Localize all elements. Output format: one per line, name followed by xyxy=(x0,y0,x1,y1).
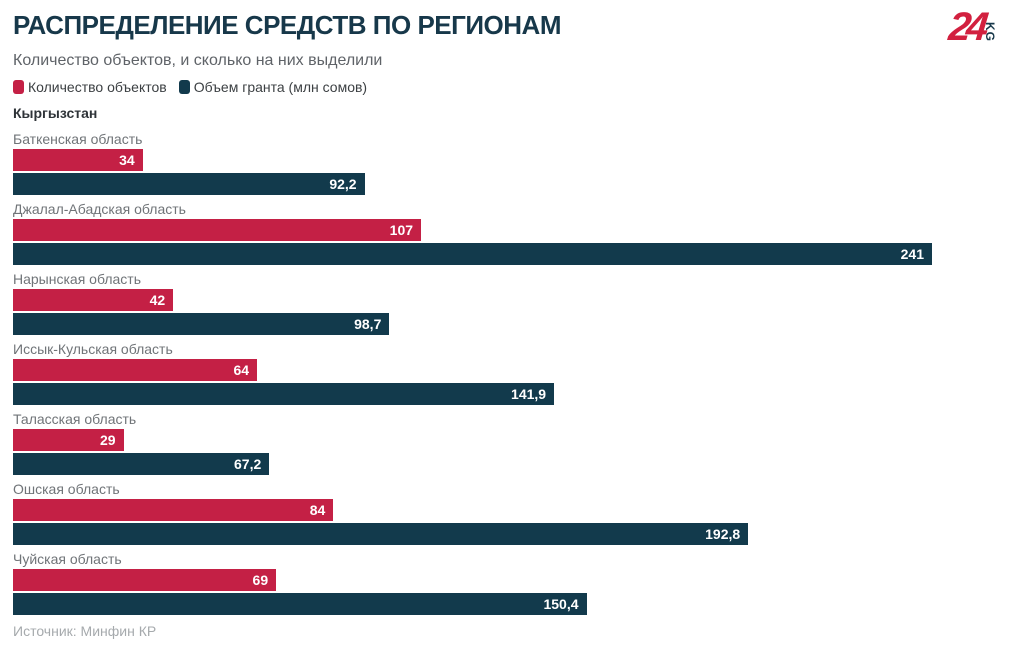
region-label: Чуйская область xyxy=(13,551,122,567)
grant-amount-bar: 192,8 xyxy=(13,523,749,545)
page-title: РАСПРЕДЕЛЕНИЕ СРЕДСТВ ПО РЕГИОНАМ xyxy=(13,10,561,40)
source-note: Источник: Минфин КР xyxy=(13,623,157,639)
objects-count-bar: 69 xyxy=(13,569,277,591)
region-label: Джалал-Абадская область xyxy=(13,201,186,217)
logo-kg-text: KG xyxy=(983,22,997,42)
grant-amount-value: 150,4 xyxy=(543,596,579,612)
objects-count-bar: 29 xyxy=(13,429,124,451)
region-label: Баткенская область xyxy=(13,131,143,147)
region-label: Таласская область xyxy=(13,411,137,427)
24kg-logo: 24 KG xyxy=(946,5,997,49)
grant-amount-value: 192,8 xyxy=(705,526,741,542)
legend-swatch-navy-icon xyxy=(178,80,190,94)
objects-count-value: 64 xyxy=(233,362,250,378)
objects-count-value: 42 xyxy=(149,292,166,308)
chart-row: Таласская область 29 67,2 xyxy=(13,411,932,475)
grant-amount-bar: 98,7 xyxy=(13,313,390,335)
grant-amount-value: 92,2 xyxy=(329,176,357,192)
chart-row: Чуйская область 69 150,4 xyxy=(13,551,932,615)
chart-row: Джалал-Абадская область 107 241 xyxy=(13,201,932,265)
grant-amount-bar: 141,9 xyxy=(13,383,555,405)
chart-legend: Количество объектов Объем гранта (млн со… xyxy=(13,79,1020,95)
chart-subtitle: Количество объектов, и сколько на них вы… xyxy=(13,52,383,69)
legend-label-grant: Объем гранта (млн сомов) xyxy=(193,79,368,95)
objects-count-bar: 34 xyxy=(13,149,143,171)
legend-item-objects: Количество объектов xyxy=(13,79,167,95)
objects-count-value: 29 xyxy=(100,432,116,448)
grant-amount-value: 241 xyxy=(900,246,924,262)
country-group-label: Кыргызстан xyxy=(13,105,98,121)
region-label: Нарынская область xyxy=(13,271,142,287)
objects-count-bar: 84 xyxy=(13,499,334,521)
objects-count-bar: 107 xyxy=(13,219,422,241)
objects-count-value: 84 xyxy=(309,502,326,518)
grant-amount-value: 98,7 xyxy=(354,316,382,332)
grant-amount-bar: 150,4 xyxy=(13,593,587,615)
chart-row: Нарынская область 42 98,7 xyxy=(13,271,932,335)
objects-count-value: 107 xyxy=(389,222,414,238)
grant-amount-bar: 241 xyxy=(13,243,932,265)
chart-row: Ошская область 84 192,8 xyxy=(13,481,932,545)
region-label: Иссык-Кульская область xyxy=(13,341,173,357)
grant-amount-value: 67,2 xyxy=(234,456,262,472)
region-label: Ошская область xyxy=(13,481,120,497)
legend-swatch-red-icon xyxy=(13,80,24,94)
chart-row: Баткенская область 34 92,2 xyxy=(13,131,932,195)
grant-amount-bar: 67,2 xyxy=(13,453,270,475)
legend-label-objects: Количество объектов xyxy=(28,79,167,95)
objects-count-value: 34 xyxy=(119,152,135,168)
objects-count-value: 69 xyxy=(252,572,269,588)
logo-24-text: 24 xyxy=(946,5,986,49)
objects-count-bar: 42 xyxy=(13,289,174,311)
grant-amount-bar: 92,2 xyxy=(13,173,365,195)
bar-chart: Баткенская область 34 92,2 Джалал-Абадск… xyxy=(13,131,932,615)
chart-row: Иссык-Кульская область 64 141,9 xyxy=(13,341,932,405)
objects-count-bar: 64 xyxy=(13,359,258,381)
legend-item-grant: Объем гранта (млн сомов) xyxy=(178,79,368,95)
grant-amount-value: 141,9 xyxy=(511,386,547,402)
